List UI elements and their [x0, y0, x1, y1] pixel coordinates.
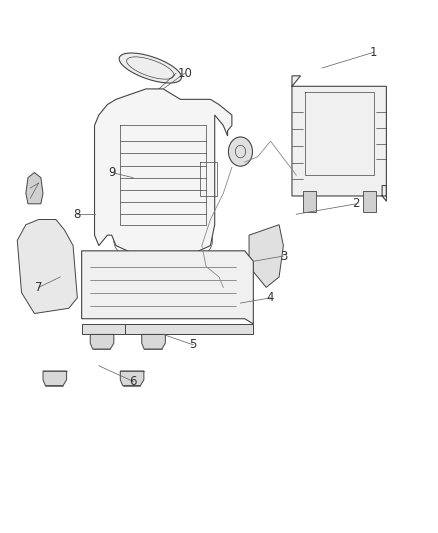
Polygon shape [363, 191, 376, 212]
Polygon shape [81, 251, 253, 324]
Polygon shape [120, 371, 144, 385]
Text: 1: 1 [370, 46, 377, 59]
Polygon shape [17, 220, 78, 313]
Polygon shape [95, 89, 232, 261]
Text: 7: 7 [35, 281, 42, 294]
Text: 9: 9 [108, 166, 116, 179]
Text: 4: 4 [267, 292, 274, 304]
Text: 3: 3 [280, 249, 287, 263]
Polygon shape [124, 324, 253, 334]
Polygon shape [142, 334, 166, 349]
Polygon shape [119, 53, 181, 83]
Polygon shape [292, 76, 386, 201]
Text: 6: 6 [129, 375, 137, 388]
Text: 5: 5 [190, 338, 197, 351]
Polygon shape [43, 371, 67, 385]
Polygon shape [81, 324, 202, 334]
Polygon shape [249, 225, 283, 287]
Text: 8: 8 [74, 208, 81, 221]
Polygon shape [90, 334, 114, 349]
Text: 2: 2 [353, 197, 360, 211]
Polygon shape [303, 191, 316, 212]
Circle shape [220, 283, 227, 292]
Circle shape [229, 137, 252, 166]
Text: 10: 10 [177, 67, 192, 80]
Polygon shape [26, 173, 43, 204]
